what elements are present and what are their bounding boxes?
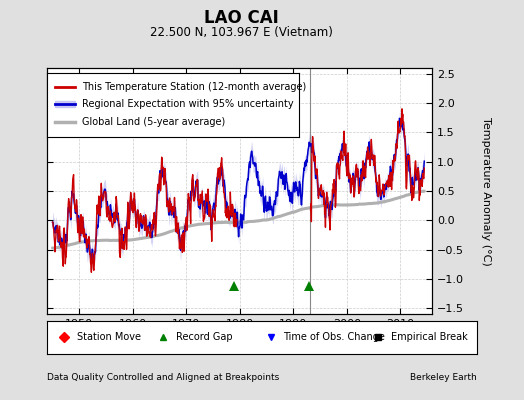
Y-axis label: Temperature Anomaly (°C): Temperature Anomaly (°C) — [481, 117, 491, 265]
Text: Record Gap: Record Gap — [176, 332, 233, 342]
Text: Empirical Break: Empirical Break — [391, 332, 467, 342]
Text: Station Move: Station Move — [77, 332, 141, 342]
Text: LAO CAI: LAO CAI — [204, 9, 278, 27]
Text: 22.500 N, 103.967 E (Vietnam): 22.500 N, 103.967 E (Vietnam) — [150, 26, 332, 39]
Text: This Temperature Station (12-month average): This Temperature Station (12-month avera… — [82, 82, 307, 92]
Text: Global Land (5-year average): Global Land (5-year average) — [82, 116, 226, 126]
Text: Regional Expectation with 95% uncertainty: Regional Expectation with 95% uncertaint… — [82, 99, 294, 109]
Text: Berkeley Earth: Berkeley Earth — [410, 374, 477, 382]
Text: Data Quality Controlled and Aligned at Breakpoints: Data Quality Controlled and Aligned at B… — [47, 374, 279, 382]
Text: Time of Obs. Change: Time of Obs. Change — [283, 332, 385, 342]
